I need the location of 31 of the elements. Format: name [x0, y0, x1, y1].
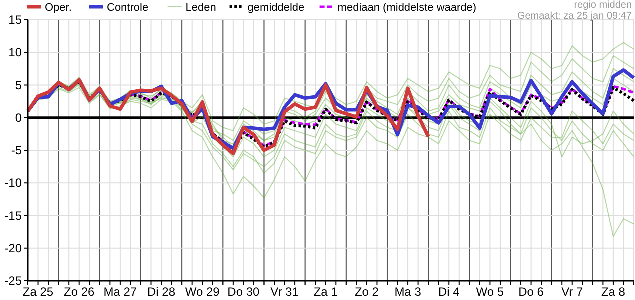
x-tick-label: Wo 29 [185, 285, 220, 299]
text: regio midden [574, 0, 632, 11]
y-tick-label: -15 [4, 208, 22, 223]
annotation: Gemaakt: za 25 jan 09:47 [517, 11, 632, 22]
y-tick-label: 0 [15, 110, 22, 125]
x-tick-label: Za 8 [601, 285, 626, 299]
x-tick-label: Di 28 [148, 285, 176, 299]
x-tick-label: Zo 2 [354, 285, 380, 299]
legend-label: Oper. [45, 2, 72, 14]
x-tick-label: Za 25 [22, 285, 54, 299]
x-tick-label: Di 4 [438, 285, 460, 299]
y-tick-label: 10 [8, 46, 22, 60]
y-tick-label: -5 [11, 144, 22, 158]
legend-label: Controle [107, 2, 149, 14]
x-tick-label: Zo 26 [64, 285, 96, 299]
x-tick-label: Vr 7 [562, 285, 584, 299]
y-tick-label: 5 [15, 78, 22, 92]
y-tick-label: 15 [8, 13, 22, 27]
x-tick-label: Wo 5 [476, 285, 504, 299]
y-tick-label: -25 [4, 274, 22, 288]
legend-label: gemiddelde [248, 2, 305, 14]
x-tick-label: Do 6 [518, 285, 544, 299]
legend-label: mediaan (middelste waarde) [338, 2, 477, 14]
x-tick-label: Vr 31 [270, 285, 300, 299]
y-tick-label: -20 [4, 241, 22, 256]
x-tick-label: Za 1 [314, 285, 338, 299]
x-tick-label: Ma 27 [104, 285, 138, 299]
x-tick-label: Ma 3 [394, 285, 422, 299]
legend-label: Leden [186, 2, 216, 14]
y-tick-label: -10 [4, 176, 22, 190]
x-tick-label: Do 30 [228, 285, 260, 299]
